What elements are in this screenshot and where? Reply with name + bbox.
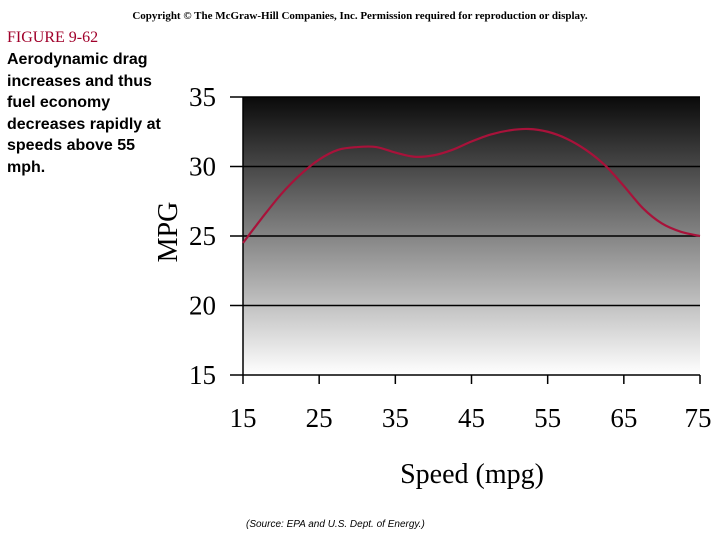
- y-tick-label: 25: [189, 221, 216, 251]
- source-note: (Source: EPA and U.S. Dept. of Energy.): [246, 519, 425, 530]
- y-tick-label: 15: [189, 360, 216, 390]
- x-tick-label: 15: [230, 403, 257, 433]
- y-axis-title: MPG: [153, 202, 184, 263]
- figure-label: FIGURE 9-62: [7, 29, 99, 46]
- x-tick-label: 25: [306, 403, 333, 433]
- x-tick-label: 45: [458, 403, 485, 433]
- x-tick-label: 35: [382, 403, 409, 433]
- x-axis-title: Speed (mpg): [400, 459, 544, 490]
- y-tick-label: 20: [189, 291, 216, 321]
- figure-caption: Aerodynamic drag increases and thus fuel…: [7, 51, 161, 176]
- x-tick-label: 75: [685, 403, 712, 433]
- x-tick-label: 65: [610, 403, 637, 433]
- x-tick-label: 55: [534, 403, 561, 433]
- mpg-curve: [242, 127, 701, 244]
- y-tick-label: 30: [189, 152, 216, 182]
- copyright-notice: Copyright © The McGraw-Hill Companies, I…: [132, 10, 588, 22]
- y-tick-label: 35: [189, 82, 216, 112]
